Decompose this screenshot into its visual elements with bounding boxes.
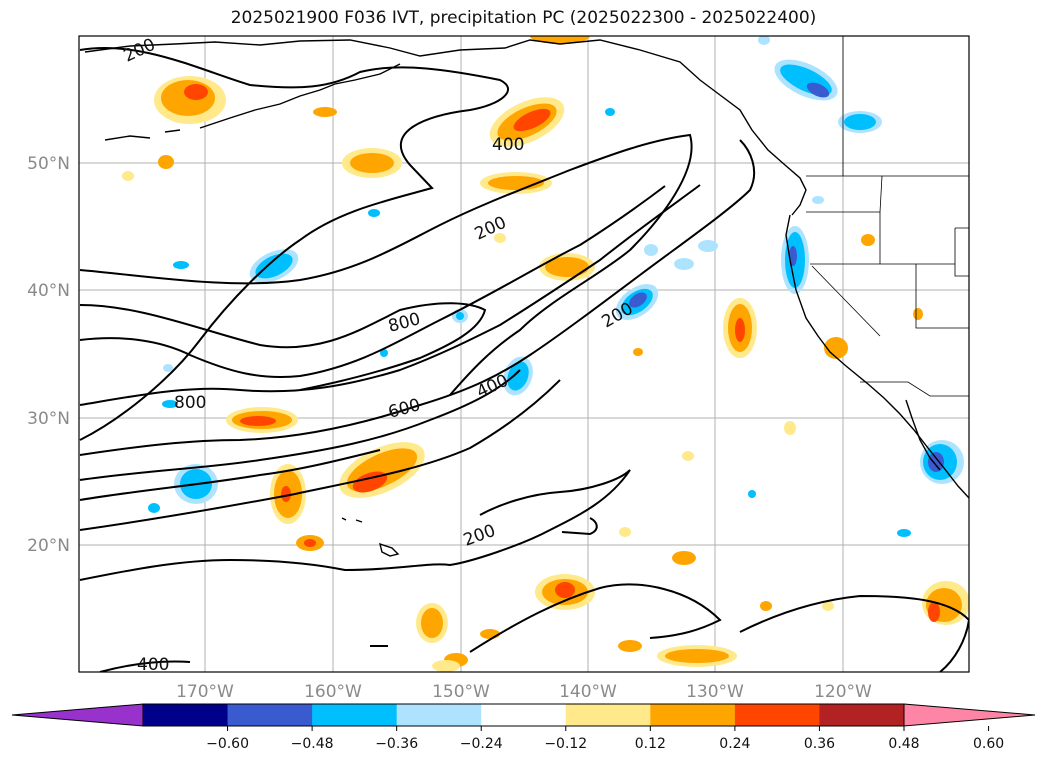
colorbar-tick-label: 0.48 xyxy=(888,736,919,752)
colorbar-cell xyxy=(650,704,736,726)
contour-label: 400 xyxy=(137,655,169,675)
colorbar-tick-label: −0.36 xyxy=(375,736,418,752)
coastlines xyxy=(84,39,969,557)
lon-tick-label: 120°W xyxy=(814,682,872,702)
colorbar-outline xyxy=(142,703,905,727)
colorbar-tick-label: 0.60 xyxy=(973,736,1004,752)
map-frame xyxy=(78,35,970,673)
colorbar-cell xyxy=(481,704,567,726)
political-borders xyxy=(806,36,969,397)
contour-label: 400 xyxy=(492,135,524,155)
colorbar-cell xyxy=(734,704,820,726)
colorbar-cell xyxy=(312,704,398,726)
colorbar-tick-label: 0.36 xyxy=(804,736,835,752)
lat-tick-label: 50°N xyxy=(27,154,70,174)
lat-tick-label: 20°N xyxy=(27,536,70,556)
lon-tick-label: 170°W xyxy=(176,682,234,702)
colorbar-tick-label: −0.12 xyxy=(544,736,587,752)
colorbar-tick-label: 0.24 xyxy=(719,736,750,752)
colorbar-right-extension xyxy=(903,703,1036,727)
lon-tick-label: 160°W xyxy=(304,682,362,702)
colorbar-cell xyxy=(565,704,651,726)
lat-tick-label: 40°N xyxy=(27,281,70,301)
colorbar: −0.60 −0.48 −0.36 −0.24 −0.12 0.12 0.24 0.36 0.4… xyxy=(11,703,1036,752)
lat-tick-labels: 50°N 40°N 30°N 20°N xyxy=(27,154,70,556)
colorbar-tick-label: 0.12 xyxy=(635,736,666,752)
contour-label: 800 xyxy=(174,393,206,413)
ivt-contours xyxy=(79,47,969,672)
lon-tick-labels: 170°W 160°W 150°W 140°W 130°W 120°W xyxy=(176,682,872,702)
map-title: 2025021900 F036 IVT, precipitation PC (2… xyxy=(230,8,817,28)
colorbar-cell xyxy=(819,704,905,726)
colorbar-tick-label: −0.60 xyxy=(206,736,249,752)
lon-tick-label: 150°W xyxy=(432,682,490,702)
lon-tick-label: 140°W xyxy=(559,682,617,702)
lat-tick-label: 30°N xyxy=(27,409,70,429)
colorbar-cell xyxy=(227,704,313,726)
colorbar-tick-label: −0.24 xyxy=(460,736,503,752)
lon-tick-label: 130°W xyxy=(686,682,744,702)
colorbar-cell xyxy=(143,704,229,726)
colorbar-cell xyxy=(396,704,482,726)
colorbar-left-extension xyxy=(11,703,144,727)
colorbar-tick-label: −0.48 xyxy=(291,736,334,752)
precip-negative-areas xyxy=(148,36,964,537)
